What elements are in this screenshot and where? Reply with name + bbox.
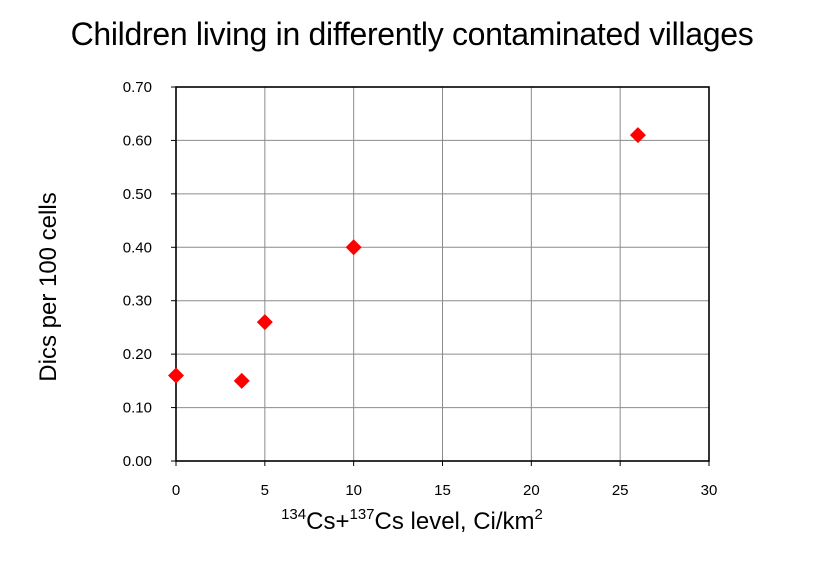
data-point-diamond (629, 127, 646, 144)
x-tick-label: 30 (701, 482, 718, 499)
x-axis-label-text-2: Cs level, Ci/km (374, 508, 535, 535)
y-tick-label: 0.40 (123, 239, 152, 256)
data-point-diamond (256, 314, 273, 331)
x-axis-label-sup-1: 134 (281, 506, 307, 523)
data-points (168, 127, 646, 389)
data-point-diamond (345, 239, 362, 256)
data-point-diamond (168, 367, 184, 384)
x-tick-label: 20 (523, 482, 540, 499)
x-tick-label: 5 (261, 482, 269, 499)
y-tick-label: 0.30 (123, 293, 152, 310)
y-tick-label: 0.20 (123, 346, 152, 363)
y-tick-label: 0.10 (123, 400, 152, 417)
grid-lines (175, 86, 710, 462)
data-point-diamond (233, 372, 250, 389)
axis-ticks: 0.00 0.10 0.20 0.30 0.40 0.50 0.60 0.70 0 5 10 15 20… (123, 79, 718, 499)
y-tick-label: 0.60 (123, 132, 152, 149)
y-axis-label: Dics per 100 cells (35, 192, 62, 382)
x-tick-label: 0 (172, 482, 180, 499)
chart-title: Children living in differently contamina… (70, 16, 754, 52)
x-tick-label: 15 (434, 482, 451, 499)
x-axis-label-text-1: Cs+ (306, 508, 350, 535)
x-tick-label: 25 (612, 482, 629, 499)
y-tick-label: 0.00 (123, 453, 152, 470)
y-tick-label: 0.70 (123, 79, 152, 96)
y-tick-label: 0.50 (123, 186, 152, 203)
x-axis-label-sup-3: 2 (534, 506, 543, 523)
x-tick-label: 10 (345, 482, 362, 499)
x-axis-label: 134Cs+137Cs level, Ci/km2 (0, 506, 824, 536)
x-axis-label-sup-2: 137 (349, 506, 375, 523)
